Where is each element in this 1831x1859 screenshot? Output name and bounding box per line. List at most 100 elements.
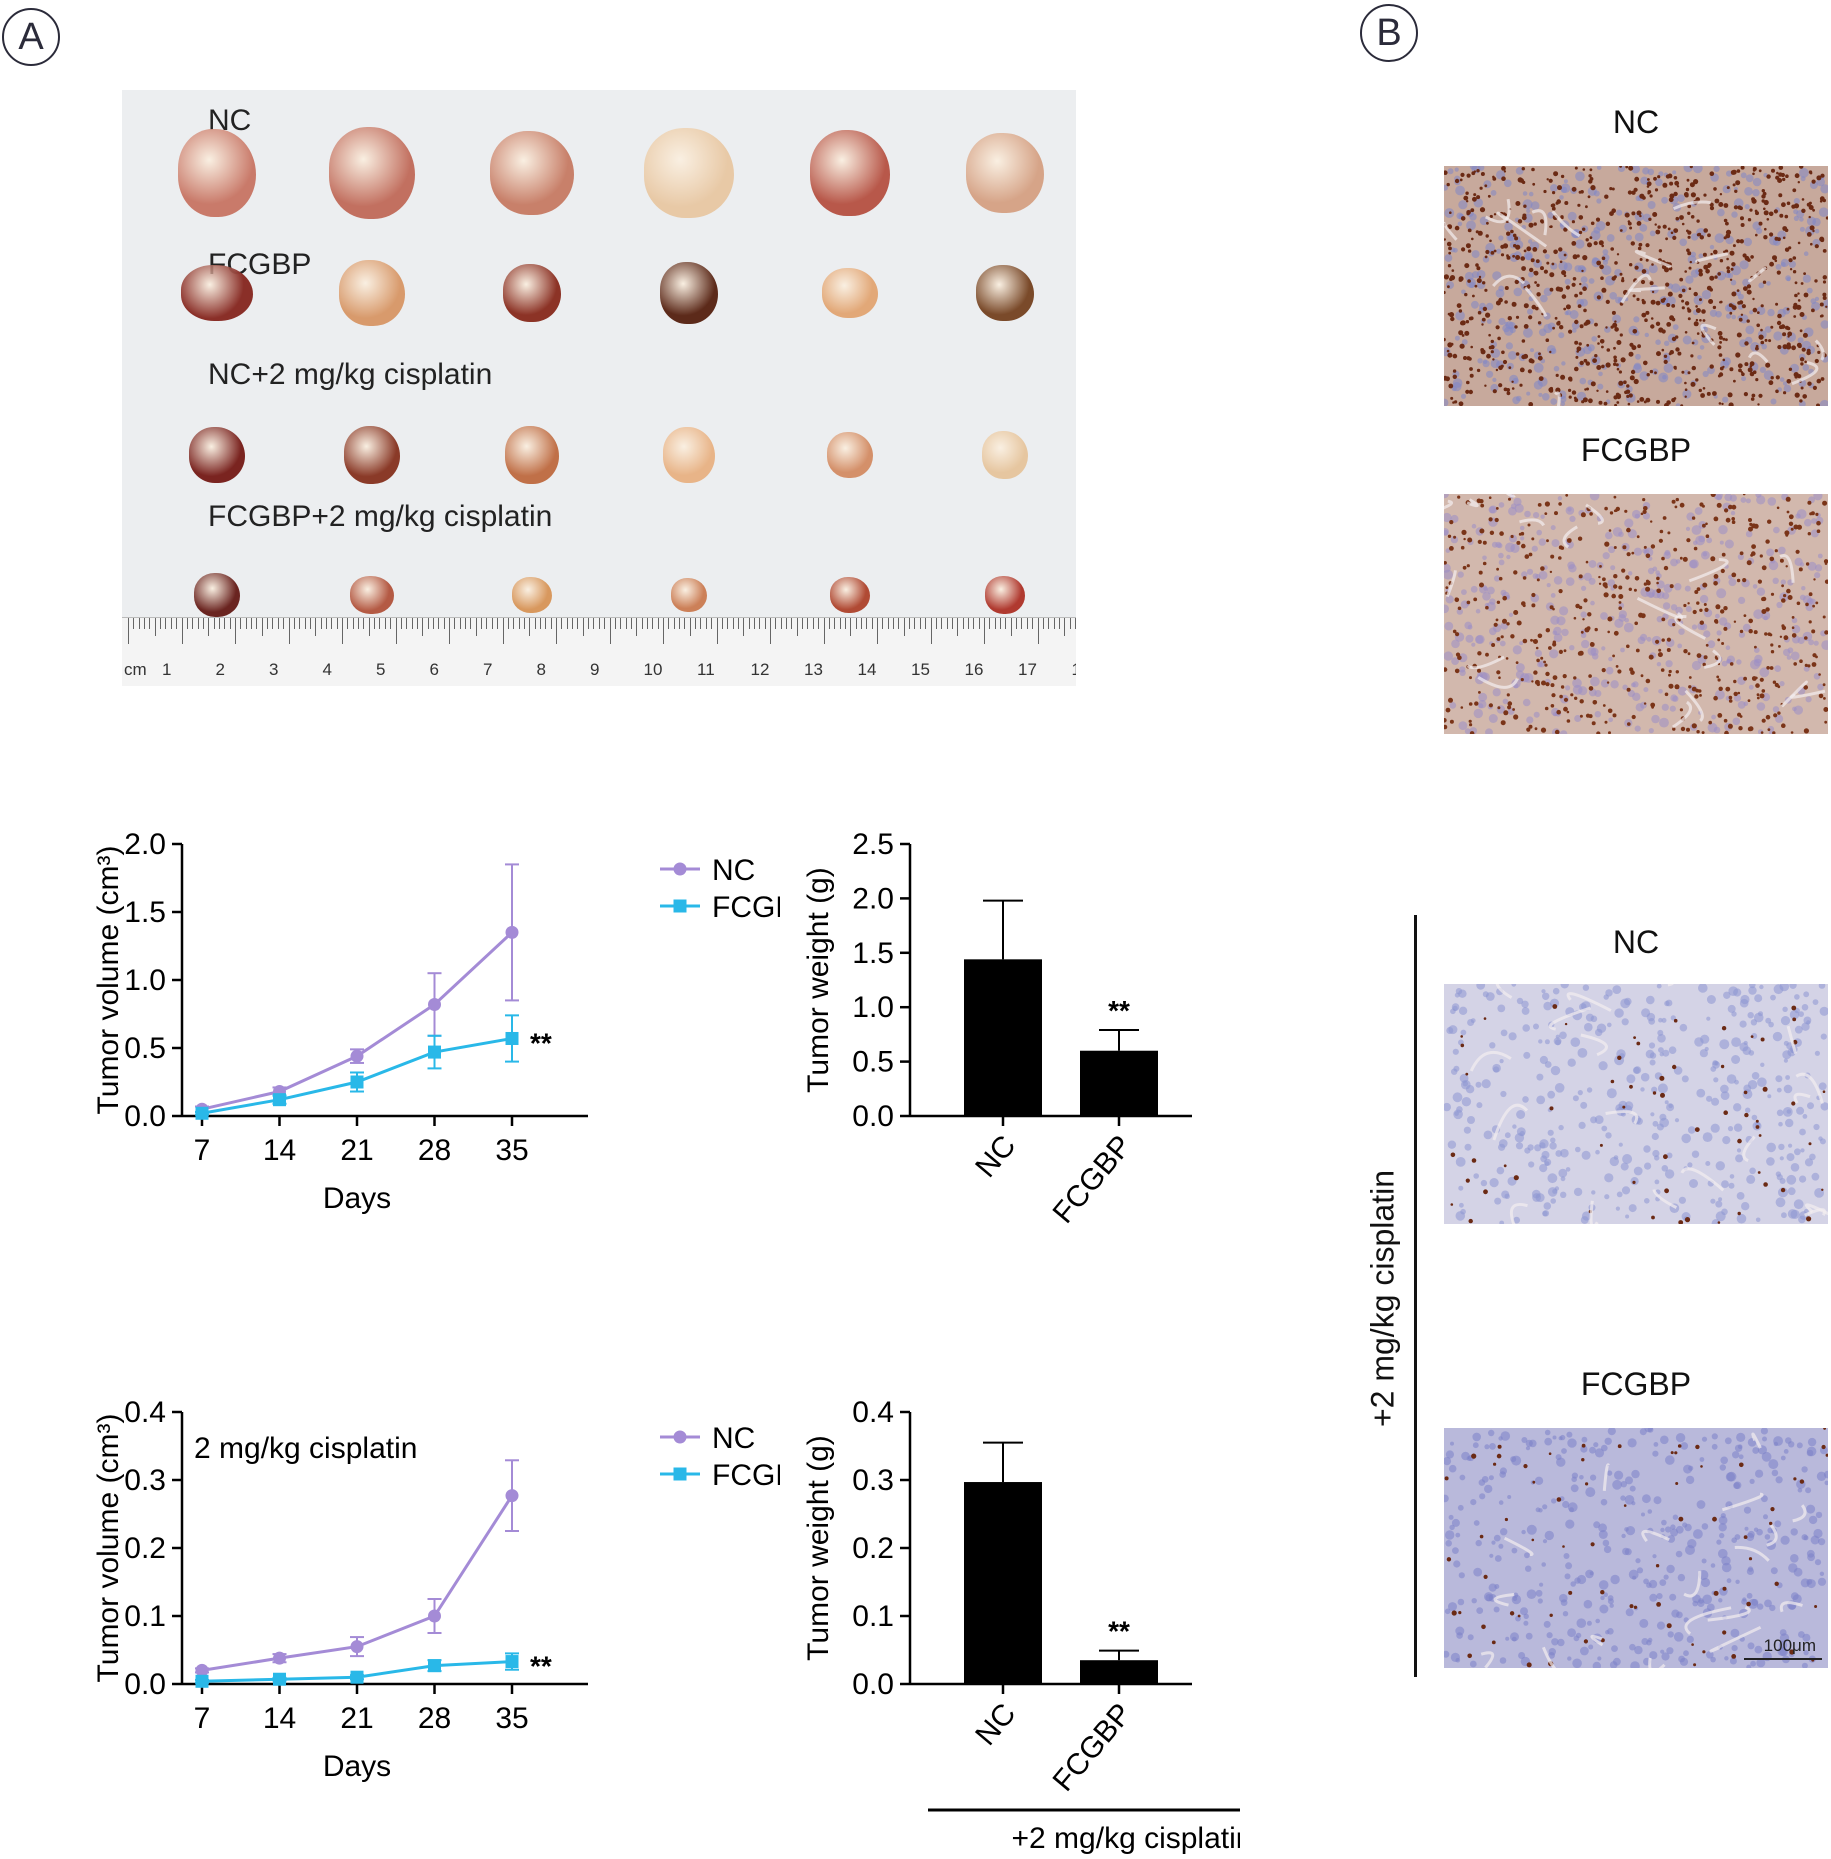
ihc-cell: [1590, 1116, 1598, 1124]
ihc-cell: [1448, 1464, 1457, 1473]
ihc-stained-nucleus: [1630, 241, 1635, 246]
ihc-stained-nucleus: [1657, 225, 1661, 229]
ihc-cell: [1614, 618, 1624, 628]
ihc-cell: [1725, 645, 1731, 650]
ihc-stained-nucleus: [1551, 693, 1556, 698]
ihc-stroma: [1466, 655, 1505, 670]
ihc-cell: [1760, 1428, 1768, 1435]
ihc-stained-nucleus: [1563, 697, 1569, 702]
ihc-stroma: [1766, 1524, 1778, 1547]
ihc-cell: [1532, 573, 1539, 579]
ihc-cell: [1595, 1149, 1600, 1155]
ihc-cell: [1669, 1593, 1677, 1601]
ihc-stained-nucleus: [1577, 304, 1582, 308]
ihc-stained-nucleus: [1665, 237, 1668, 241]
ihc-stained-nucleus: [1692, 609, 1697, 615]
ruler-tick: [502, 618, 504, 644]
ihc-stained-nucleus: [1689, 260, 1692, 264]
ihc-stained-nucleus: [1799, 1479, 1805, 1484]
ihc-cell: [1656, 984, 1662, 989]
ruler-tick: [1042, 618, 1044, 629]
ruler-tick: [935, 618, 937, 629]
ihc-cell: [1755, 1469, 1764, 1478]
ihc-cell: [1772, 1031, 1783, 1042]
ihc-cell: [1587, 344, 1595, 352]
ihc-stained-nucleus: [1586, 387, 1589, 391]
ihc-stained-nucleus: [1708, 299, 1714, 304]
ihc-stained-nucleus: [1530, 638, 1533, 642]
ruler-tick: [684, 618, 686, 629]
ihc-cell: [1612, 985, 1622, 994]
tumor-specimen: [189, 427, 245, 483]
ihc-stained-nucleus: [1770, 592, 1775, 596]
ihc-cell: [1534, 1144, 1542, 1152]
y-tick-label: 0.3: [124, 1464, 166, 1497]
ihc-cell: [1453, 1560, 1461, 1568]
ihc-stained-nucleus: [1562, 674, 1567, 679]
ihc-cell: [1575, 1146, 1581, 1153]
ihc-cell: [1703, 630, 1711, 638]
ihc-stained-nucleus: [1699, 620, 1704, 625]
ihc-cell: [1632, 1575, 1637, 1580]
ihc-stained-nucleus: [1606, 681, 1610, 684]
ihc-cell: [1726, 313, 1732, 319]
ihc-stained-nucleus: [1802, 332, 1808, 338]
ihc-stained-nucleus: [1560, 374, 1566, 380]
ihc-cell: [1733, 694, 1742, 702]
ihc-stained-nucleus: [1656, 399, 1660, 404]
ihc-cell: [1801, 586, 1806, 591]
ihc-stained-nucleus: [1643, 582, 1648, 586]
ihc-cell: [1538, 328, 1547, 337]
ihc-stained-nucleus: [1538, 352, 1541, 356]
ihc-cell: [1611, 1645, 1618, 1652]
ihc-stained-nucleus: [1536, 283, 1540, 287]
ihc-cell: [1502, 698, 1509, 705]
ihc-stained-nucleus: [1561, 294, 1567, 299]
ihc-stained-nucleus: [1528, 315, 1533, 320]
ihc-stained-nucleus: [1740, 166, 1745, 170]
ihc-cell: [1776, 601, 1783, 609]
ihc-stained-nucleus: [1755, 1125, 1760, 1129]
ruler-tick: [689, 618, 691, 636]
ihc-stained-nucleus: [1444, 238, 1446, 241]
ihc-stained-nucleus: [1824, 562, 1828, 565]
ihc-cell: [1560, 1599, 1568, 1606]
ihc-stained-nucleus: [1538, 376, 1544, 381]
ihc-stained-nucleus: [1447, 264, 1452, 268]
ihc-stained-nucleus: [1484, 255, 1488, 259]
ihc-stained-nucleus: [1477, 668, 1481, 673]
group-label: +2 mg/kg cisplatin: [1012, 1822, 1240, 1855]
ihc-cell: [1735, 1579, 1740, 1584]
ihc-cell: [1806, 1020, 1811, 1025]
ihc-cell: [1488, 1583, 1497, 1592]
y-tick-label: 0.1: [852, 1600, 894, 1633]
ihc-stained-nucleus: [1498, 383, 1503, 388]
ihc-cell: [1632, 509, 1641, 519]
ihc-stained-nucleus: [1672, 1064, 1677, 1070]
ihc-cell: [1677, 643, 1683, 649]
ihc-stained-nucleus: [1480, 503, 1485, 508]
ihc-cell: [1759, 366, 1766, 373]
ihc-stained-nucleus: [1696, 601, 1700, 605]
ihc-stained-nucleus: [1492, 175, 1495, 179]
ihc-cell: [1814, 1050, 1820, 1056]
ihc-cell: [1786, 655, 1792, 660]
ihc-stained-nucleus: [1640, 674, 1644, 678]
ihc-stained-nucleus: [1587, 612, 1592, 617]
ihc-stained-nucleus: [1571, 282, 1576, 287]
ihc-stained-nucleus: [1803, 292, 1809, 298]
ihc-cell: [1805, 1487, 1812, 1494]
ihc-stained-nucleus: [1702, 662, 1706, 667]
ihc-cell: [1444, 494, 1449, 499]
ihc-stained-nucleus: [1571, 241, 1577, 246]
ihc-cell: [1522, 199, 1533, 210]
ihc-cell: [1606, 234, 1615, 242]
ihc-stained-nucleus: [1758, 169, 1762, 173]
ihc-stained-nucleus: [1532, 639, 1536, 643]
ihc-cell: [1744, 204, 1750, 210]
ihc-stained-nucleus: [1717, 374, 1721, 378]
ihc-stained-nucleus: [1733, 691, 1738, 697]
ihc-stained-nucleus: [1639, 214, 1642, 218]
ihc-cell: [1478, 703, 1484, 709]
ihc-stained-nucleus: [1655, 229, 1661, 235]
